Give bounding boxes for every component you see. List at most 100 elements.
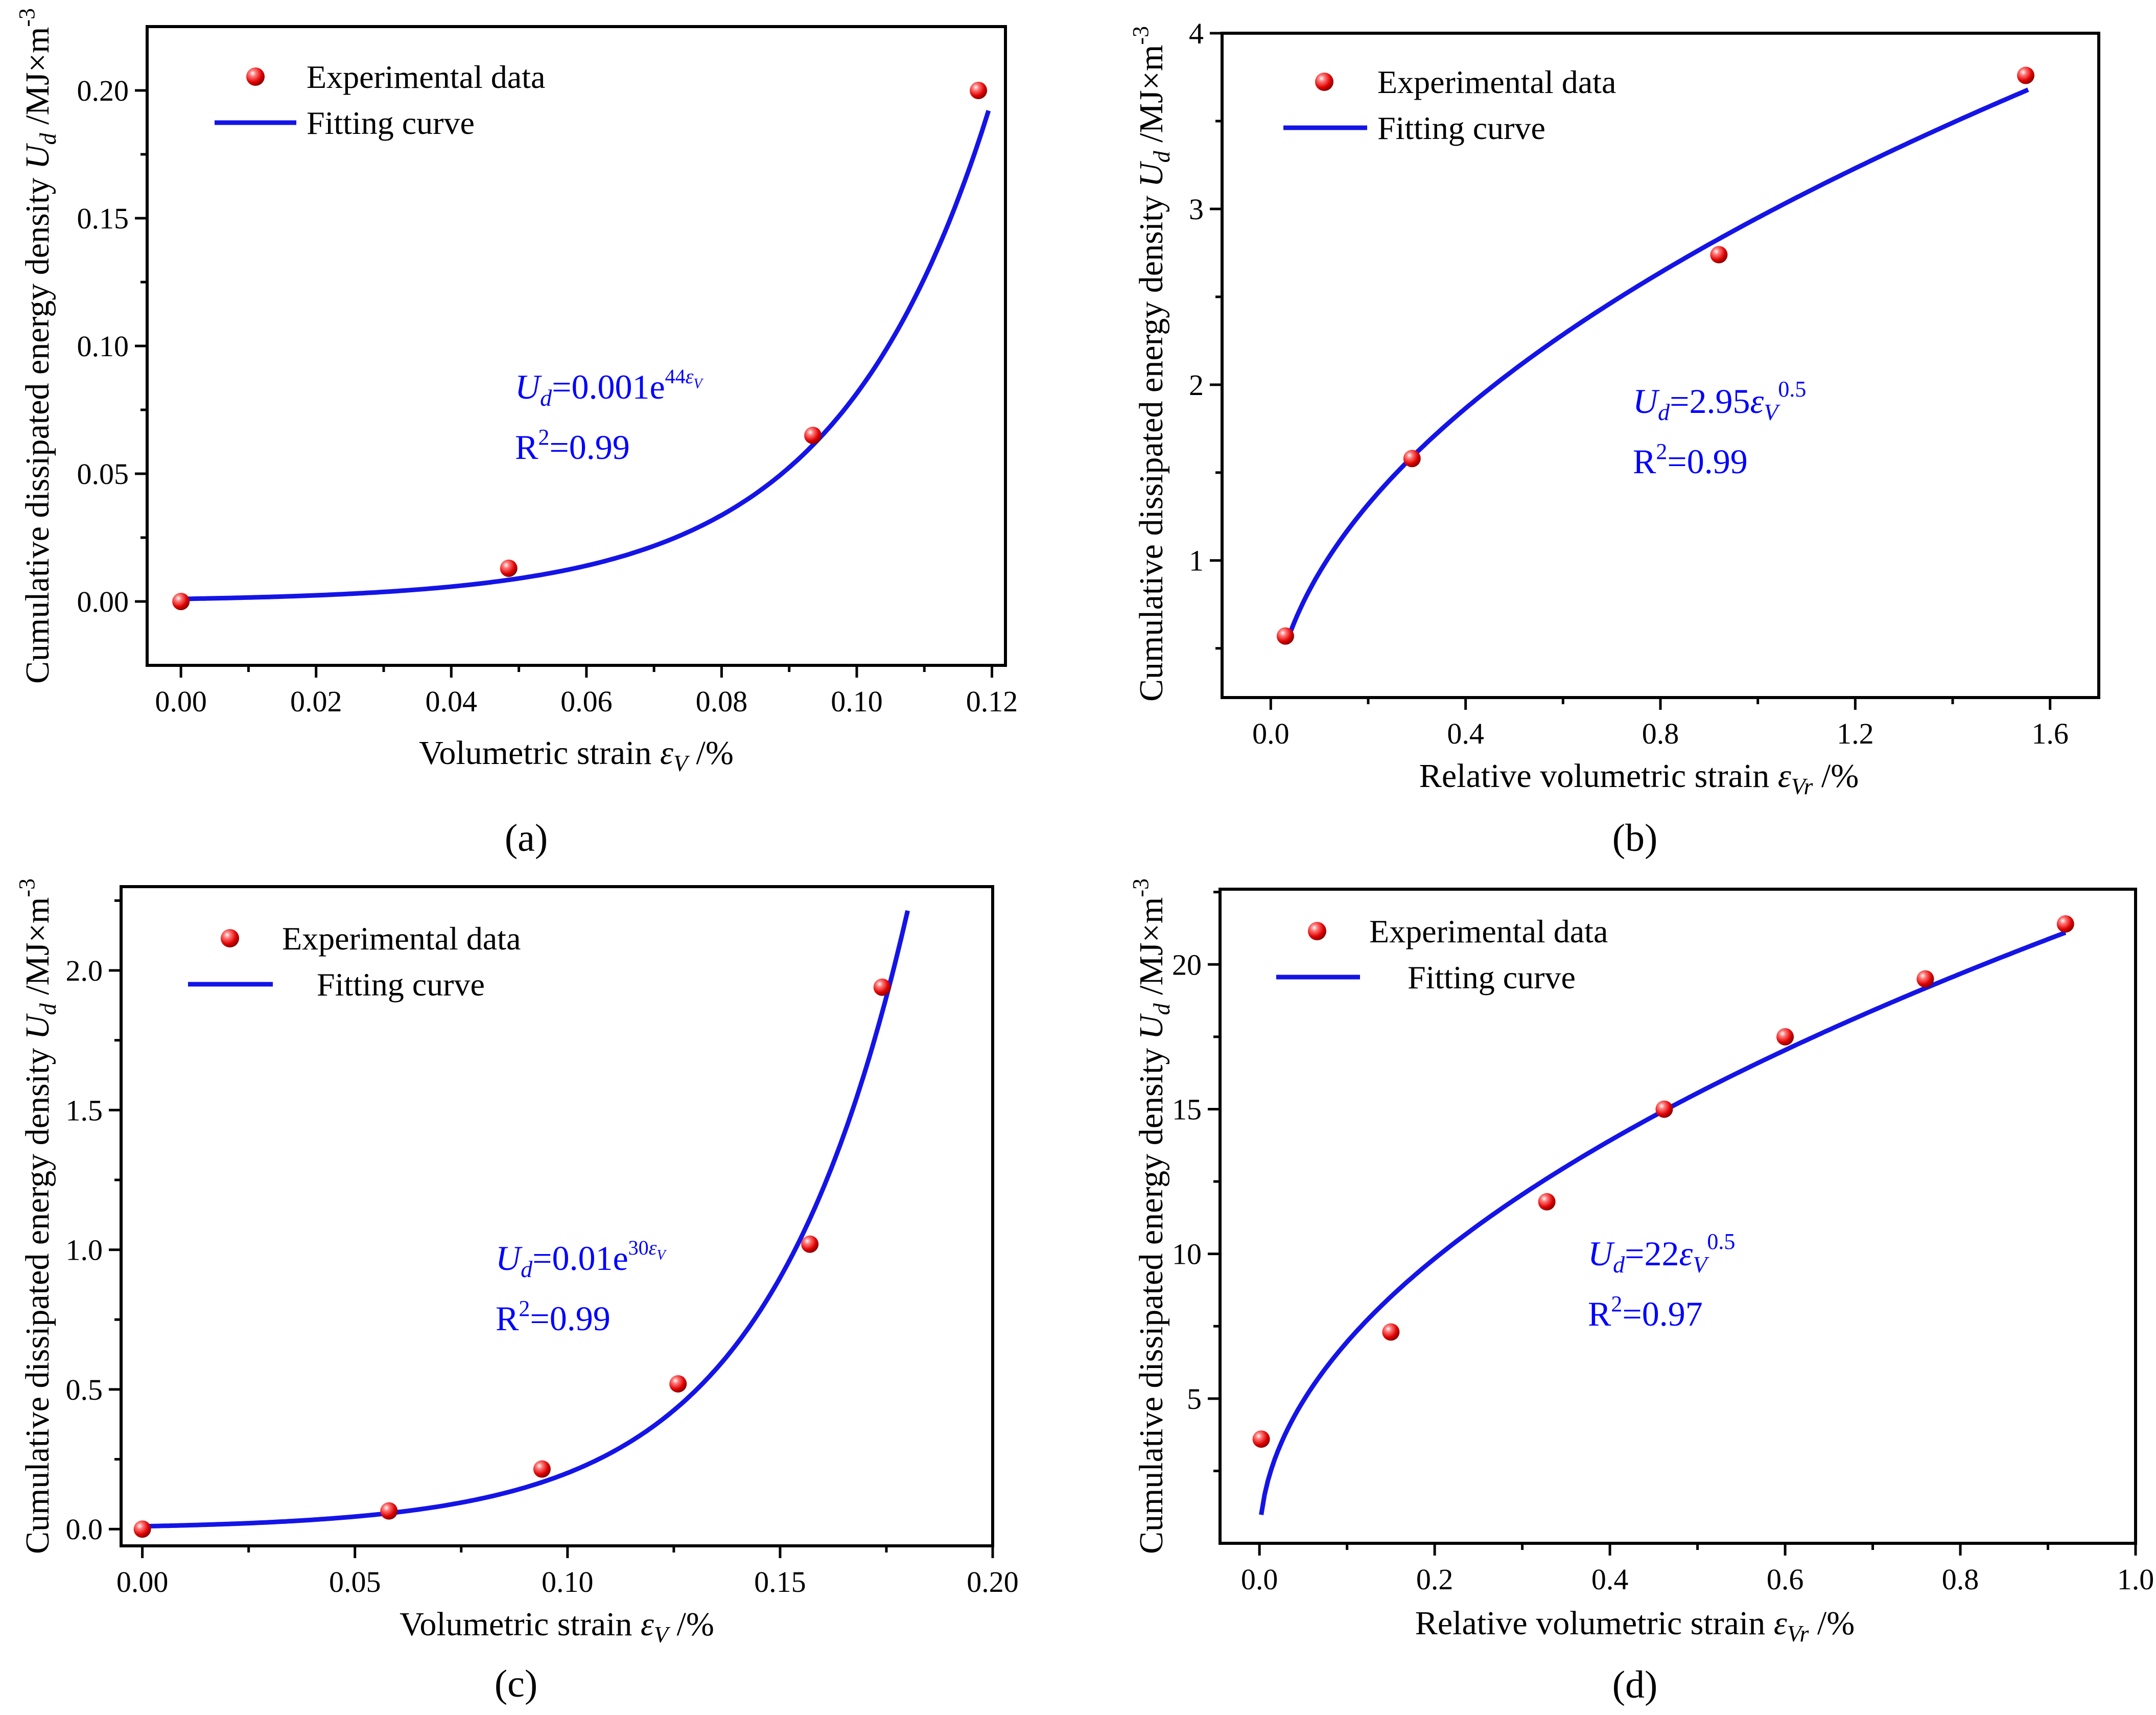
plot-area — [1221, 32, 2100, 699]
data-point — [2017, 66, 2034, 84]
y-tick-label: 4 — [1189, 17, 1204, 50]
fit-equation: Ud=0.01e30εV — [496, 1236, 667, 1282]
x-tick-label: 0.00 — [155, 685, 207, 718]
data-point — [873, 978, 891, 996]
y-axis-label: Cumulative dissipated energy density Ud … — [1128, 878, 1175, 1554]
fit-equation: Ud=22εV0.5 — [1588, 1229, 1735, 1278]
x-tick-label: 0.20 — [967, 1565, 1019, 1598]
fitting-curve — [181, 110, 991, 601]
plot-area — [1218, 888, 2137, 1545]
fitting-curve — [1285, 87, 2029, 640]
data-point — [970, 82, 988, 99]
plot-content — [172, 82, 991, 610]
legend: Experimental data Fitting curve — [1276, 913, 1608, 995]
panel-c: 0.00 0.05 0.10 0.15 0.20 0.0 0.5 1.0 1.5 2.0 Exp… — [14, 878, 1019, 1705]
y-axis-ticks: 0.0 0.5 1.0 1.5 2.0 — [66, 899, 121, 1546]
plot-content — [1276, 66, 2034, 645]
y-axis-ticks: 0.00 0.05 0.10 0.15 0.20 — [77, 74, 147, 618]
x-axis-label: Relative volumetric strain εVr /% — [1415, 1605, 1855, 1647]
x-tick-label: 0.6 — [1767, 1563, 1804, 1596]
x-tick-label: 0.10 — [831, 685, 883, 718]
x-tick-label: 0.0 — [1252, 717, 1290, 750]
legend: Experimental data Fitting curve — [215, 59, 545, 141]
data-point — [1276, 627, 1294, 645]
x-tick-label: 0.12 — [966, 685, 1018, 718]
data-point — [133, 1520, 151, 1538]
x-tick-label: 0.08 — [696, 685, 748, 718]
data-point — [1403, 450, 1421, 468]
y-tick-label: 1.0 — [66, 1234, 103, 1267]
data-point — [1655, 1100, 1673, 1118]
legend-label-curve: Fitting curve — [1377, 110, 1545, 146]
y-tick-label: 2 — [1189, 368, 1204, 402]
x-tick-label: 1.0 — [2117, 1563, 2154, 1596]
x-tick-label: 0.10 — [542, 1565, 594, 1598]
plot-area — [120, 885, 994, 1547]
plot-content — [1252, 915, 2074, 1516]
y-tick-label: 3 — [1189, 193, 1204, 226]
x-axis-ticks: 0.00 0.05 0.10 0.15 0.20 — [116, 1546, 1019, 1598]
legend-label-curve: Fitting curve — [317, 966, 485, 1003]
y-tick-label: 0.5 — [66, 1373, 103, 1406]
r-squared: R2=0.99 — [496, 1296, 611, 1338]
panel-label: (c) — [495, 1662, 537, 1705]
data-point — [1916, 970, 1934, 988]
x-tick-label: 0.04 — [426, 685, 478, 718]
x-tick-label: 0.8 — [1942, 1563, 1979, 1596]
x-tick-label: 0.0 — [1241, 1563, 1278, 1596]
x-tick-label: 1.2 — [1837, 717, 1874, 750]
panel-b: 0.0 0.4 0.8 1.2 1.6 1 2 3 4 Experimental data F… — [1128, 17, 2100, 860]
legend-label-points: Experimental data — [1377, 64, 1616, 100]
data-point — [669, 1375, 687, 1393]
legend-label-points: Experimental data — [282, 920, 521, 957]
x-tick-label: 0.06 — [560, 685, 613, 718]
y-tick-label: 0.05 — [77, 457, 129, 491]
r-squared: R2=0.99 — [1633, 439, 1748, 481]
r-squared: R2=0.99 — [515, 425, 630, 467]
y-tick-label: 10 — [1172, 1238, 1202, 1271]
x-tick-label: 0.00 — [116, 1565, 169, 1598]
legend-point-marker — [246, 67, 265, 86]
y-axis-ticks: 1 2 3 4 — [1189, 17, 1222, 650]
fitting-curve — [142, 910, 910, 1529]
y-tick-label: 1.5 — [66, 1094, 103, 1127]
y-tick-label: 5 — [1187, 1382, 1202, 1416]
data-point — [500, 560, 518, 577]
legend-label-points: Experimental data — [1369, 913, 1608, 949]
data-point — [1776, 1028, 1794, 1046]
y-tick-label: 1 — [1189, 544, 1204, 577]
y-tick-label: 0.00 — [77, 585, 129, 618]
x-tick-label: 0.8 — [1642, 717, 1679, 750]
y-tick-label: 0.15 — [77, 202, 129, 235]
legend: Experimental data Fitting curve — [1283, 64, 1616, 146]
panel-label: (d) — [1612, 1663, 1658, 1706]
y-axis-ticks: 5 10 15 20 — [1172, 891, 1220, 1472]
x-tick-label: 0.05 — [329, 1565, 381, 1598]
x-axis-label: Volumetric strain εV /% — [400, 1606, 714, 1648]
data-point — [1710, 246, 1728, 264]
data-point — [1252, 1430, 1270, 1448]
x-tick-label: 0.4 — [1591, 1563, 1629, 1596]
x-axis-label: Volumetric strain εV /% — [419, 734, 734, 776]
legend-label-curve: Fitting curve — [1408, 959, 1576, 995]
panel-label: (b) — [1612, 817, 1658, 860]
data-point — [804, 427, 822, 444]
legend-label-points: Experimental data — [307, 59, 545, 95]
r-squared: R2=0.97 — [1588, 1291, 1703, 1333]
y-axis-label: Cumulative dissipated energy density Ud … — [14, 8, 61, 684]
x-tick-label: 0.2 — [1416, 1563, 1454, 1596]
x-tick-label: 0.15 — [754, 1565, 806, 1598]
y-tick-label: 0.10 — [77, 330, 129, 363]
data-point — [380, 1502, 398, 1520]
fit-equation: Ud=0.001e44εV — [515, 365, 704, 411]
y-tick-label: 20 — [1172, 948, 1202, 981]
x-axis-ticks: 0.0 0.2 0.4 0.6 0.8 1.0 — [1241, 1543, 2154, 1596]
x-axis-label: Relative volumetric strain εVr /% — [1419, 757, 1859, 799]
y-tick-label: 0.0 — [66, 1513, 103, 1546]
legend-point-marker — [221, 929, 239, 947]
plot-content — [133, 910, 910, 1538]
panel-d: 0.0 0.2 0.4 0.6 0.8 1.0 5 10 15 20 Experimental … — [1128, 878, 2154, 1706]
legend: Experimental data Fitting curve — [188, 920, 521, 1003]
data-point — [172, 593, 190, 610]
